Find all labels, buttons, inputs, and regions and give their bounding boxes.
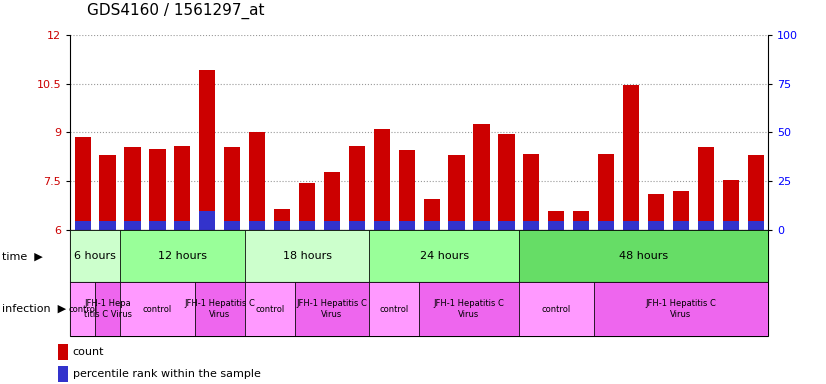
Bar: [698, 147, 714, 230]
Bar: [648, 220, 664, 230]
Bar: [120, 230, 244, 282]
Text: control: control: [542, 305, 571, 314]
Text: control: control: [255, 305, 284, 314]
Text: percentile rank within the sample: percentile rank within the sample: [73, 369, 260, 379]
Bar: [150, 220, 165, 230]
Bar: [174, 146, 191, 230]
Text: count: count: [73, 347, 104, 357]
Bar: [424, 199, 439, 230]
Bar: [95, 282, 120, 336]
Bar: [224, 147, 240, 230]
Text: 6 hours: 6 hours: [74, 251, 116, 262]
Bar: [748, 220, 764, 230]
Bar: [99, 155, 116, 230]
Bar: [449, 155, 465, 230]
Text: 12 hours: 12 hours: [158, 251, 206, 262]
Bar: [199, 211, 216, 230]
Bar: [249, 132, 265, 230]
Text: JFH-1 Hepatitis C
Virus: JFH-1 Hepatitis C Virus: [297, 300, 368, 319]
Bar: [299, 220, 316, 230]
Bar: [449, 220, 465, 230]
Bar: [174, 220, 191, 230]
Text: control: control: [143, 305, 172, 314]
Bar: [249, 220, 265, 230]
Bar: [523, 220, 539, 230]
Bar: [195, 282, 244, 336]
Bar: [324, 220, 340, 230]
Bar: [598, 220, 615, 230]
Text: JFH-1 Hepa
titis C Virus: JFH-1 Hepa titis C Virus: [83, 300, 131, 319]
Bar: [99, 220, 116, 230]
Bar: [623, 85, 639, 230]
Text: infection  ▶: infection ▶: [2, 304, 66, 314]
Bar: [70, 282, 95, 336]
Bar: [324, 172, 340, 230]
Bar: [70, 230, 120, 282]
Text: control: control: [68, 305, 97, 314]
Bar: [623, 220, 639, 230]
Bar: [519, 282, 594, 336]
Text: control: control: [380, 305, 409, 314]
Bar: [373, 220, 390, 230]
Bar: [120, 282, 195, 336]
Bar: [299, 183, 316, 230]
Bar: [74, 137, 91, 230]
Bar: [419, 282, 519, 336]
Bar: [548, 220, 564, 230]
Bar: [523, 154, 539, 230]
Text: 18 hours: 18 hours: [282, 251, 331, 262]
Bar: [274, 209, 290, 230]
Text: 24 hours: 24 hours: [420, 251, 468, 262]
Bar: [498, 220, 515, 230]
Text: JFH-1 Hepatitis C
Virus: JFH-1 Hepatitis C Virus: [184, 300, 255, 319]
Bar: [723, 220, 739, 230]
Bar: [473, 220, 490, 230]
Bar: [698, 220, 714, 230]
Bar: [369, 282, 420, 336]
Bar: [594, 282, 768, 336]
Text: time  ▶: time ▶: [2, 251, 42, 262]
Text: JFH-1 Hepatitis C
Virus: JFH-1 Hepatitis C Virus: [645, 300, 716, 319]
Bar: [399, 151, 415, 230]
Bar: [498, 134, 515, 230]
Bar: [723, 180, 739, 230]
Bar: [648, 195, 664, 230]
Bar: [424, 220, 439, 230]
Bar: [519, 230, 768, 282]
Bar: [125, 220, 140, 230]
Bar: [244, 282, 295, 336]
Bar: [573, 211, 589, 230]
Bar: [125, 147, 140, 230]
Bar: [548, 211, 564, 230]
Text: GDS4160 / 1561297_at: GDS4160 / 1561297_at: [87, 3, 264, 19]
Text: JFH-1 Hepatitis C
Virus: JFH-1 Hepatitis C Virus: [434, 300, 505, 319]
Bar: [373, 129, 390, 230]
Bar: [274, 220, 290, 230]
Bar: [748, 155, 764, 230]
Bar: [74, 220, 91, 230]
Bar: [58, 366, 68, 382]
Bar: [369, 230, 519, 282]
Bar: [224, 220, 240, 230]
Bar: [473, 124, 490, 230]
Bar: [58, 344, 68, 360]
Bar: [573, 220, 589, 230]
Bar: [199, 71, 216, 230]
Bar: [598, 154, 615, 230]
Text: 48 hours: 48 hours: [619, 251, 668, 262]
Bar: [349, 146, 365, 230]
Bar: [399, 220, 415, 230]
Bar: [295, 282, 369, 336]
Bar: [150, 149, 165, 230]
Bar: [244, 230, 369, 282]
Bar: [349, 220, 365, 230]
Bar: [673, 220, 689, 230]
Bar: [673, 191, 689, 230]
